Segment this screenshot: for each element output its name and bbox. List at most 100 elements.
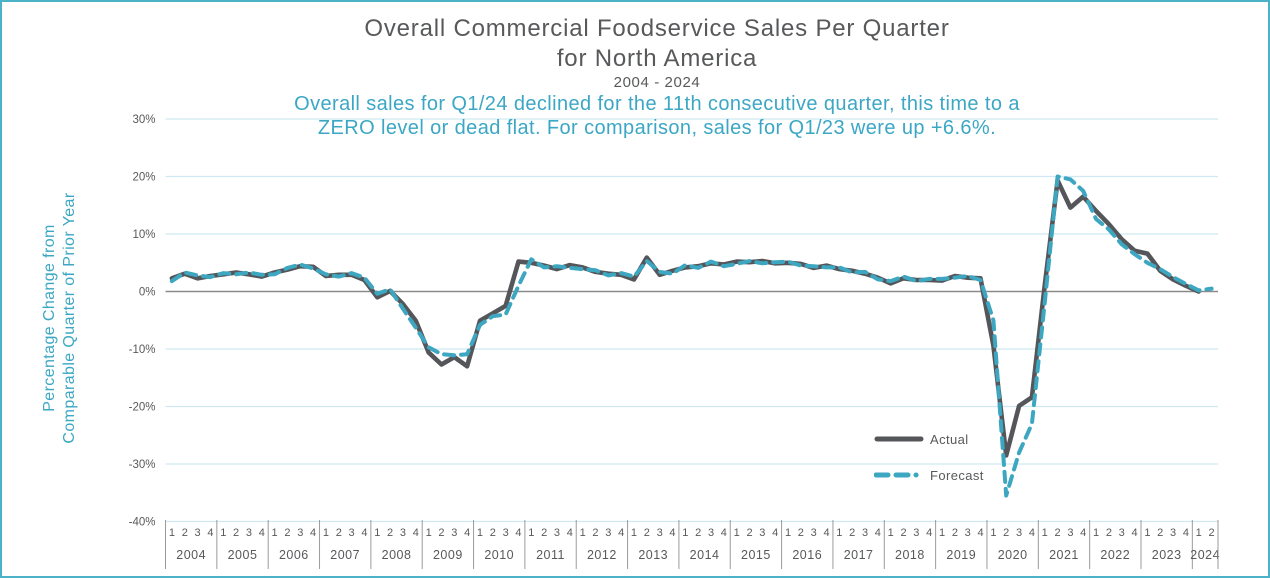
svg-text:2: 2: [387, 527, 393, 539]
chart-subtitle: Overall sales for Q1/24 declined for the…: [42, 92, 1268, 140]
svg-text:1: 1: [734, 527, 740, 539]
svg-text:4: 4: [464, 527, 470, 539]
y-axis-title: Percentage Change from Comparable Quarte…: [40, 68, 80, 568]
svg-text:3: 3: [503, 527, 509, 539]
svg-text:3: 3: [246, 527, 252, 539]
svg-text:1: 1: [631, 527, 637, 539]
svg-text:4: 4: [926, 527, 932, 539]
legend-label-forecast: Forecast: [930, 467, 984, 483]
svg-text:3: 3: [708, 527, 714, 539]
svg-text:1: 1: [785, 527, 791, 539]
chart-subtitle-line1: Overall sales for Q1/24 declined for the…: [294, 93, 1020, 115]
svg-text:2021: 2021: [1049, 548, 1079, 562]
svg-text:4: 4: [772, 527, 778, 539]
svg-text:1: 1: [323, 527, 329, 539]
svg-text:3: 3: [657, 527, 663, 539]
svg-text:2: 2: [233, 527, 239, 539]
svg-text:2: 2: [336, 527, 342, 539]
svg-text:2008: 2008: [382, 548, 412, 562]
svg-text:3: 3: [554, 527, 560, 539]
svg-text:10%: 10%: [132, 229, 155, 241]
legend-item-actual: Actual: [874, 428, 984, 450]
svg-text:3: 3: [297, 527, 303, 539]
svg-text:2005: 2005: [228, 548, 258, 562]
svg-text:2: 2: [592, 527, 598, 539]
svg-text:3: 3: [605, 527, 611, 539]
svg-text:1: 1: [426, 527, 432, 539]
svg-text:2009: 2009: [433, 548, 463, 562]
svg-text:4: 4: [669, 527, 675, 539]
svg-text:2015: 2015: [741, 548, 771, 562]
svg-text:2017: 2017: [844, 548, 874, 562]
svg-text:1: 1: [682, 527, 688, 539]
svg-text:1: 1: [528, 527, 534, 539]
svg-text:3: 3: [759, 527, 765, 539]
svg-text:-30%: -30%: [129, 459, 156, 471]
svg-text:4: 4: [977, 527, 983, 539]
svg-text:30%: 30%: [132, 114, 155, 126]
svg-text:-20%: -20%: [129, 402, 156, 414]
svg-text:1: 1: [272, 527, 278, 539]
svg-text:2: 2: [541, 527, 547, 539]
svg-text:1: 1: [990, 527, 996, 539]
svg-text:1: 1: [888, 527, 894, 539]
svg-text:2: 2: [1157, 527, 1163, 539]
svg-text:2010: 2010: [484, 548, 514, 562]
svg-text:2022: 2022: [1100, 548, 1130, 562]
svg-text:2: 2: [1106, 527, 1112, 539]
svg-text:4: 4: [721, 527, 727, 539]
svg-text:4: 4: [1080, 527, 1086, 539]
svg-text:4: 4: [567, 527, 573, 539]
svg-text:2: 2: [952, 527, 958, 539]
svg-text:0%: 0%: [139, 287, 156, 299]
svg-text:-10%: -10%: [129, 344, 156, 356]
svg-text:4: 4: [310, 527, 316, 539]
svg-text:3: 3: [862, 527, 868, 539]
svg-text:3: 3: [1119, 527, 1125, 539]
svg-text:1: 1: [477, 527, 483, 539]
svg-text:3: 3: [195, 527, 201, 539]
svg-text:2007: 2007: [330, 548, 360, 562]
svg-text:3: 3: [1170, 527, 1176, 539]
svg-text:1: 1: [169, 527, 175, 539]
svg-text:4: 4: [361, 527, 367, 539]
chart-header: Overall Commercial Foodservice Sales Per…: [42, 14, 1268, 91]
svg-text:4: 4: [875, 527, 881, 539]
svg-text:4: 4: [207, 527, 213, 539]
svg-text:4: 4: [618, 527, 624, 539]
svg-text:1: 1: [1093, 527, 1099, 539]
svg-text:2013: 2013: [638, 548, 668, 562]
chart-date-range: 2004 - 2024: [613, 74, 701, 91]
svg-text:2: 2: [284, 527, 290, 539]
actual-line-swatch-icon: [874, 436, 924, 442]
svg-text:2004: 2004: [176, 548, 206, 562]
svg-text:2: 2: [849, 527, 855, 539]
svg-text:1: 1: [580, 527, 586, 539]
svg-text:4: 4: [1132, 527, 1138, 539]
svg-text:3: 3: [811, 527, 817, 539]
svg-text:2011: 2011: [536, 548, 565, 562]
svg-text:2024: 2024: [1190, 548, 1220, 562]
svg-text:4: 4: [1183, 527, 1189, 539]
svg-text:1: 1: [1144, 527, 1150, 539]
svg-text:2018: 2018: [895, 548, 925, 562]
svg-text:3: 3: [400, 527, 406, 539]
svg-text:2: 2: [695, 527, 701, 539]
y-axis-title-line1: Percentage Change from: [41, 224, 58, 412]
chart-title-line1: Overall Commercial Foodservice Sales Per…: [364, 15, 950, 42]
svg-text:4: 4: [823, 527, 829, 539]
svg-text:1: 1: [220, 527, 226, 539]
chart-legend: Actual Forecast: [874, 428, 984, 500]
svg-text:3: 3: [349, 527, 355, 539]
legend-label-actual: Actual: [930, 431, 969, 447]
forecast-dashed-line-swatch-icon: [874, 472, 924, 478]
svg-text:3: 3: [1067, 527, 1073, 539]
svg-text:2: 2: [644, 527, 650, 539]
svg-text:2020: 2020: [998, 548, 1028, 562]
svg-text:2019: 2019: [946, 548, 976, 562]
svg-text:4: 4: [413, 527, 419, 539]
svg-text:2014: 2014: [690, 548, 720, 562]
